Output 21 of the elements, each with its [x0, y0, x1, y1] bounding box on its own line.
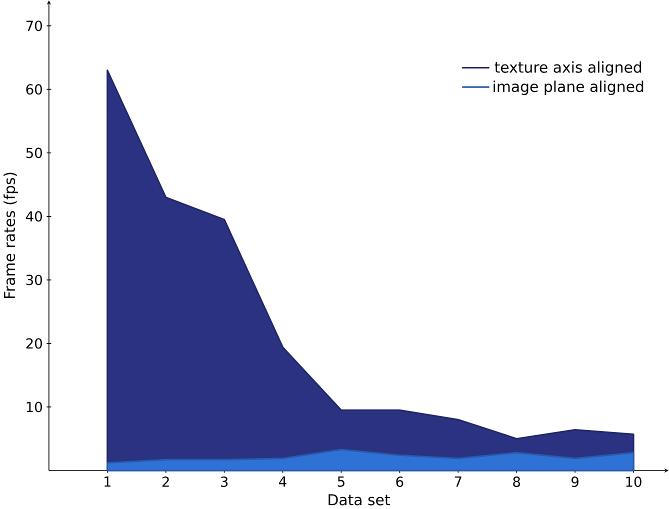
y-tick-label: 20 [26, 338, 42, 349]
x-tick-label: 7 [454, 476, 462, 487]
y-tick-label: 60 [26, 84, 42, 95]
x-tick-label: 9 [572, 476, 578, 488]
y-tick-label: 50 [26, 148, 42, 158]
x-tick-label: 3 [220, 476, 228, 488]
y-tick-label: 70 [26, 20, 42, 32]
x-tick-label: 2 [162, 476, 169, 487]
y-tick-label: 40 [26, 211, 42, 222]
y-tick-label: 10 [26, 402, 42, 412]
x-tick-label: 6 [396, 476, 404, 488]
y-axis-title: Frame rates (fps) [4, 172, 18, 298]
legend-label: image plane aligned [494, 80, 644, 96]
x-tick-label: 1 [104, 476, 111, 487]
x-tick-label: 4 [279, 476, 286, 487]
x-axis-title: Data set [328, 494, 390, 506]
y-tick-label: 30 [26, 274, 42, 286]
legend-label: texture axis aligned [494, 61, 642, 76]
x-tick-label: 5 [338, 476, 344, 487]
x-tick-label: 8 [513, 476, 520, 488]
x-tick-label: 10 [626, 476, 642, 488]
